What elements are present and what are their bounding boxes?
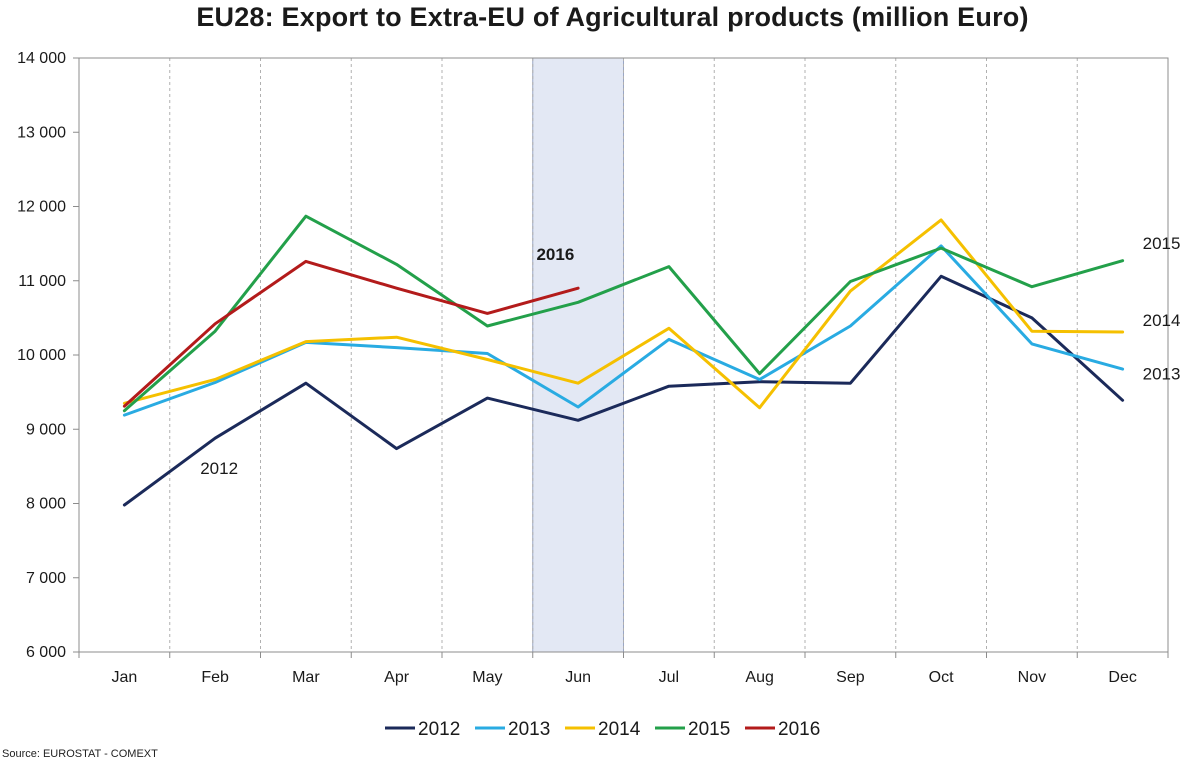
chart-title: EU28: Export to Extra-EU of Agricultural… [196,2,1029,32]
annotation-layer: 2012 2016 2015 2014 2013 [200,234,1180,478]
y-tick-label: 10 000 [17,347,66,364]
x-tick-label: Oct [929,669,954,686]
x-tick-label: Mar [292,669,320,686]
y-tick-label: 11 000 [18,273,66,290]
annotation-label: 2013 [1143,365,1181,384]
legend-label-2014: 2014 [598,719,641,740]
legend-label-2016: 2016 [778,719,820,740]
x-tick-label: Apr [384,669,410,686]
x-tick-label: Nov [1018,669,1046,686]
legend-label-2015: 2015 [688,719,730,740]
x-tick-label: Aug [745,669,773,686]
series-line-2014 [122,218,1125,410]
legend-label-2013: 2013 [508,719,550,740]
series-line-2015 [122,214,1125,413]
annotation-label: 2012 [200,459,238,478]
y-tick-label: 8 000 [26,496,66,513]
y-tick-label: 6 000 [26,644,66,661]
series-line-2016 [122,259,580,408]
y-tick-label: 12 000 [17,199,66,216]
x-tick-label: Dec [1108,669,1136,686]
x-tick-label: Sep [836,669,865,686]
x-tick-label: Jan [111,669,137,686]
legend: 2012 2013 2014 2015 2016 [385,719,820,740]
annotation-label: 2014 [1143,311,1181,330]
series-layer [122,214,1125,507]
highlight-band [532,57,624,653]
y-tick-label: 9 000 [26,421,66,438]
highlight-layer [532,57,624,653]
y-tick-label: 14 000 [17,50,66,67]
annotation-label: 2015 [1143,234,1181,253]
x-tick-label: Jul [659,669,679,686]
y-tick-label: 7 000 [26,570,66,587]
source-note: Source: EUROSTAT - COMEXT [2,748,158,760]
annotation-label: 2016 [536,245,574,264]
axis-layer: 6 000 7 000 8 000 9 000 10 000 11 000 12 000 13… [17,50,1169,686]
series-line-2012 [122,274,1125,507]
x-tick-label: May [472,669,502,686]
x-tick-label: Jun [565,669,591,686]
x-tick-label: Feb [201,669,229,686]
legend-label-2012: 2012 [418,719,460,740]
y-tick-label: 13 000 [17,124,66,141]
